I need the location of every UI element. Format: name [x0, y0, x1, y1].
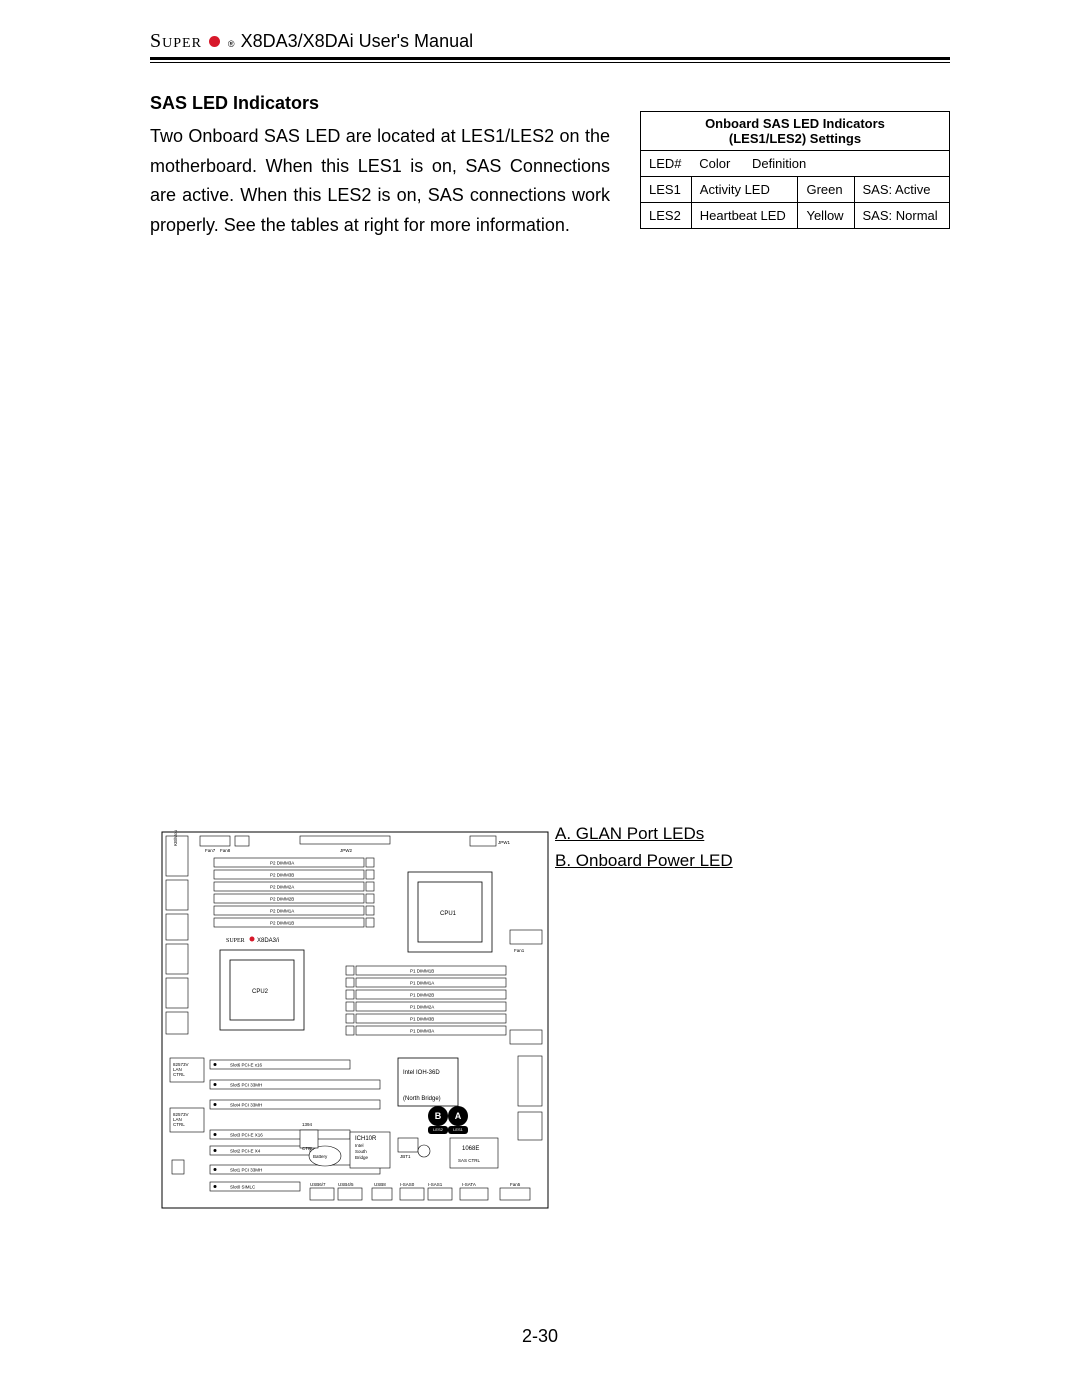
table-cell: SAS: Active — [854, 177, 949, 203]
table-cell: Yellow — [798, 203, 854, 229]
table-caption-line1: Onboard SAS LED Indicators — [705, 116, 885, 131]
svg-text:JPW2: JPW2 — [340, 848, 352, 853]
svg-text:Slot1 PCI 33MH: Slot1 PCI 33MH — [230, 1168, 262, 1173]
svg-text:Fan5: Fan5 — [510, 1182, 521, 1187]
svg-text:P1 DIMM1B: P1 DIMM1B — [410, 969, 434, 974]
table-cell: Heartbeat LED — [691, 203, 798, 229]
svg-text:P1 DIMM3A: P1 DIMM3A — [410, 1029, 434, 1034]
svg-text:LES2: LES2 — [433, 1127, 444, 1132]
svg-text:SAS CTRL: SAS CTRL — [458, 1158, 481, 1163]
rule-thin — [150, 62, 950, 63]
diagram-legend: A. GLAN Port LEDs B. Onboard Power LED — [555, 820, 733, 874]
table-cell: SAS: Normal — [854, 203, 949, 229]
svg-text:Slot0 SIMLC: Slot0 SIMLC — [230, 1185, 256, 1190]
svg-text:B: B — [435, 1111, 442, 1121]
table-cell: LES1 — [641, 177, 692, 203]
page-number: 2-30 — [0, 1326, 1080, 1347]
svg-text:P1 DIMM2A: P1 DIMM2A — [410, 1005, 434, 1010]
svg-text:Fan7: Fan7 — [205, 848, 216, 853]
legend-item-a: A. GLAN Port LEDs — [555, 820, 733, 847]
registered-mark: ® — [228, 39, 235, 49]
svg-text:P2 DIMM2B: P2 DIMM2B — [270, 897, 294, 902]
svg-text:SUPER: SUPER — [226, 938, 245, 944]
svg-text:Fan8: Fan8 — [220, 848, 231, 853]
svg-text:ICH10R: ICH10R — [355, 1136, 377, 1142]
svg-text:X8DA3/i: X8DA3/i — [257, 938, 279, 944]
svg-text:USB4/5: USB4/5 — [338, 1182, 354, 1187]
svg-text:South: South — [355, 1149, 367, 1154]
svg-text:USB8: USB8 — [374, 1182, 386, 1187]
svg-text:CTRL: CTRL — [173, 1122, 185, 1127]
led-indicator-table: Onboard SAS LED Indicators (LES1/LES2) S… — [640, 111, 950, 229]
svg-text:Slot6 PCI-E x16: Slot6 PCI-E x16 — [230, 1063, 263, 1068]
svg-text:Bridge: Bridge — [355, 1155, 369, 1160]
manual-title: X8DA3/X8DAi User's Manual — [241, 31, 474, 52]
svg-text:CPU2: CPU2 — [252, 989, 269, 995]
svg-text:P2 DIMM1B: P2 DIMM1B — [270, 921, 294, 926]
col-led: LED# — [641, 151, 692, 177]
motherboard-diagram: KB/Mouse Fan7 Fan8 JPW2 JPW1 P2 DIMM3A P2… — [160, 830, 550, 1210]
svg-text:JBT1: JBT1 — [400, 1154, 411, 1159]
svg-text:P1 DIMM2B: P1 DIMM2B — [410, 993, 434, 998]
brand-logo: Super — [150, 30, 202, 53]
svg-text:P1 DIMM3B: P1 DIMM3B — [410, 1017, 434, 1022]
table-cell: Activity LED — [691, 177, 798, 203]
svg-text:I-SAS1: I-SAS1 — [428, 1182, 443, 1187]
svg-text:CTRL: CTRL — [173, 1072, 185, 1077]
svg-text:P2 DIMM2A: P2 DIMM2A — [270, 885, 294, 890]
svg-text:Fan1: Fan1 — [514, 948, 525, 953]
svg-text:CTRL: CTRL — [302, 1146, 314, 1151]
svg-text:Slot4 PCI 33MH: Slot4 PCI 33MH — [230, 1103, 262, 1108]
rule-thick — [150, 57, 950, 60]
svg-text:JPW1: JPW1 — [498, 840, 510, 845]
svg-text:KB/Mouse: KB/Mouse — [173, 830, 178, 846]
table-cell: Green — [798, 177, 854, 203]
svg-text:Slot3 PCI-E X16: Slot3 PCI-E X16 — [230, 1133, 263, 1138]
svg-text:A: A — [455, 1111, 462, 1121]
svg-text:1068E: 1068E — [462, 1146, 479, 1152]
svg-text:P1 DIMM1A: P1 DIMM1A — [410, 981, 434, 986]
svg-text:CPU1: CPU1 — [440, 911, 457, 917]
section-body: Two Onboard SAS LED are located at LES1/… — [150, 122, 610, 241]
table-caption: Onboard SAS LED Indicators (LES1/LES2) S… — [641, 112, 950, 151]
svg-text:Slot2 PCI-E X4: Slot2 PCI-E X4 — [230, 1149, 261, 1154]
table-caption-line2: (LES1/LES2) Settings — [729, 131, 861, 146]
svg-text:P2 DIMM1A: P2 DIMM1A — [270, 909, 294, 914]
svg-text:P2 DIMM3B: P2 DIMM3B — [270, 873, 294, 878]
svg-text:Intel IOH-36D: Intel IOH-36D — [403, 1070, 440, 1076]
svg-text:P2 DIMM3A: P2 DIMM3A — [270, 861, 294, 866]
svg-text:Intel: Intel — [355, 1143, 364, 1148]
svg-text:I-SAS0: I-SAS0 — [400, 1182, 415, 1187]
page-header: Super ® X8DA3/X8DAi User's Manual — [150, 30, 950, 53]
legend-item-b: B. Onboard Power LED — [555, 847, 733, 874]
svg-text:USB6/7: USB6/7 — [310, 1182, 326, 1187]
svg-text:I-SATA: I-SATA — [462, 1182, 476, 1187]
svg-text:LES1: LES1 — [453, 1127, 464, 1132]
svg-text:Battery: Battery — [313, 1154, 328, 1159]
svg-text:(North Bridge): (North Bridge) — [403, 1096, 441, 1102]
table-cell: LES2 — [641, 203, 692, 229]
brand-dot-icon — [209, 36, 220, 47]
section-heading: SAS LED Indicators — [150, 93, 610, 114]
svg-text:Slot5 PCI 33MH: Slot5 PCI 33MH — [230, 1083, 262, 1088]
col-color: Color Definition — [691, 151, 854, 177]
svg-text:1394: 1394 — [302, 1122, 313, 1127]
